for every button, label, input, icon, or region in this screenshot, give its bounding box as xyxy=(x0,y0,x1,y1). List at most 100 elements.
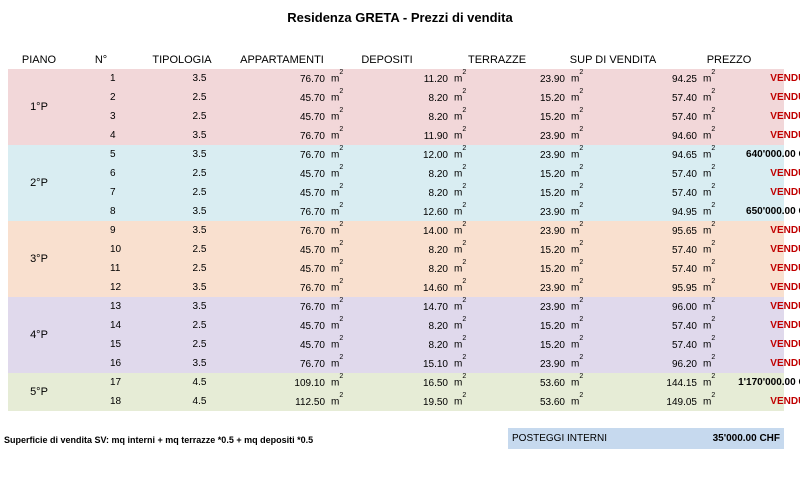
unit-base: m xyxy=(331,339,340,351)
unit-exponent: 2 xyxy=(462,183,467,191)
unit-base: m xyxy=(571,225,580,237)
price-value: 650'000.00 CHF xyxy=(746,206,800,217)
unit-base: m xyxy=(571,187,580,199)
unit-m2: m2 xyxy=(697,126,723,141)
unit-exponent: 2 xyxy=(462,259,467,267)
unit-base: m xyxy=(331,282,340,294)
tipologia-value: 3.5 xyxy=(192,358,207,369)
unit-base: m xyxy=(571,111,580,123)
unit-base: m xyxy=(571,92,580,104)
unit-exponent: 2 xyxy=(339,202,344,210)
appartamenti-cell: 76.70 m2 xyxy=(247,202,352,217)
terrazze-cell-value: 23.90 xyxy=(539,73,565,85)
unit-m2: m2 xyxy=(565,183,591,199)
unit-m2: m2 xyxy=(565,373,591,388)
unit-exponent: 2 xyxy=(711,259,716,267)
sold-badge: VENDUTO xyxy=(770,282,800,293)
unit-base: m xyxy=(703,282,712,294)
tipologia-value: 2.5 xyxy=(192,92,207,103)
appartamenti-cell: 45.70 m2 xyxy=(247,107,352,122)
appartamenti-cell-value: 45.70 xyxy=(299,320,325,332)
unit-m2: m2 xyxy=(325,202,351,217)
unit-m2: m2 xyxy=(565,354,591,369)
unit-number: 8 xyxy=(110,206,116,217)
unit-m2: m2 xyxy=(697,259,723,274)
unit-exponent: 2 xyxy=(339,335,344,343)
sold-badge: VENDUTO xyxy=(770,92,800,103)
appartamenti-cell: 76.70 m2 xyxy=(247,145,352,160)
sup-vendita-cell-value: 94.60 xyxy=(671,130,697,142)
sup-vendita-cell-value: 94.95 xyxy=(671,206,697,218)
unit-exponent: 2 xyxy=(339,278,344,286)
unit-m2: m2 xyxy=(325,373,351,389)
unit-m2: m2 xyxy=(565,88,591,104)
terrazze-cell: 15.20 m2 xyxy=(470,335,587,351)
depositi-cell-value: 11.90 xyxy=(423,130,448,142)
unit-m2: m2 xyxy=(448,240,474,255)
unit-m2: m2 xyxy=(697,145,723,160)
terrazze-cell-value: 15.20 xyxy=(539,339,565,351)
unit-base: m xyxy=(331,358,340,370)
unit-base: m xyxy=(703,73,712,85)
unit-exponent: 2 xyxy=(579,88,584,96)
unit-m2: m2 xyxy=(697,183,723,198)
depositi-cell-value: 14.70 xyxy=(422,301,448,313)
unit-base: m xyxy=(454,320,463,332)
depositi-cell: 14.60 m2 xyxy=(352,278,470,293)
unit-exponent: 2 xyxy=(339,126,344,134)
terrazze-cell-value: 15.20 xyxy=(539,92,565,104)
unit-exponent: 2 xyxy=(579,164,584,172)
unit-number: 10 xyxy=(110,244,122,255)
unit-exponent: 2 xyxy=(711,297,716,305)
unit-m2: m2 xyxy=(565,145,591,160)
terrazze-cell: 15.20 m2 xyxy=(470,88,587,104)
header-tipologia: TIPOLOGIA xyxy=(152,53,212,66)
unit-base: m xyxy=(331,263,340,275)
unit-exponent: 2 xyxy=(462,316,467,324)
unit-m2: m2 xyxy=(325,259,351,275)
unit-base: m xyxy=(331,73,340,85)
depositi-cell: 11.20 m2 xyxy=(352,69,470,84)
depositi-cell: 8.20 m2 xyxy=(352,240,470,255)
unit-m2: m2 xyxy=(325,107,351,122)
appartamenti-cell-value: 45.70 xyxy=(299,263,325,275)
posteggi-label: POSTEGGI INTERNI xyxy=(512,433,608,444)
floor-group: 5°P 17 4.5 109.10 m2 16.50 m2 53.60 m2 144.15 m2 1'… xyxy=(8,373,800,411)
unit-number: 7 xyxy=(110,187,116,198)
terrazze-cell-value: 23.90 xyxy=(539,358,565,370)
unit-m2: m2 xyxy=(697,240,723,255)
appartamenti-cell-value: 45.70 xyxy=(299,339,325,351)
unit-m2: m2 xyxy=(697,69,723,85)
unit-m2: m2 xyxy=(448,221,474,236)
tipologia-value: 3.5 xyxy=(192,149,207,160)
unit-m2: m2 xyxy=(448,335,474,350)
unit-m2: m2 xyxy=(448,316,474,332)
sold-badge: VENDUTO xyxy=(770,320,800,331)
depositi-cell: 19.50 m2 xyxy=(352,392,470,407)
unit-m2: m2 xyxy=(325,164,351,179)
depositi-cell: 8.20 m2 xyxy=(352,259,470,274)
appartamenti-cell: 76.70 m2 xyxy=(247,278,352,294)
unit-base: m xyxy=(454,301,463,313)
terrazze-cell-value: 15.20 xyxy=(539,244,565,256)
unit-base: m xyxy=(703,206,712,218)
unit-base: m xyxy=(331,377,340,389)
sup-vendita-cell-value: 149.05 xyxy=(666,396,697,408)
sup-vendita-cell: 95.95 m2 xyxy=(587,278,719,294)
unit-exponent: 2 xyxy=(462,69,467,77)
tipologia-value: 2.5 xyxy=(192,111,207,122)
appartamenti-cell-value: 76.70 xyxy=(299,358,325,370)
terrazze-cell: 23.90 m2 xyxy=(470,278,587,293)
header-prezzo: PREZZO xyxy=(706,53,752,66)
unit-exponent: 2 xyxy=(579,373,584,381)
depositi-cell-value: 8.20 xyxy=(428,320,448,332)
unit-base: m xyxy=(571,168,580,180)
unit-base: m xyxy=(331,92,340,104)
unit-m2: m2 xyxy=(697,221,723,236)
unit-exponent: 2 xyxy=(462,335,467,343)
unit-exponent: 2 xyxy=(462,88,467,96)
unit-base: m xyxy=(331,225,340,237)
